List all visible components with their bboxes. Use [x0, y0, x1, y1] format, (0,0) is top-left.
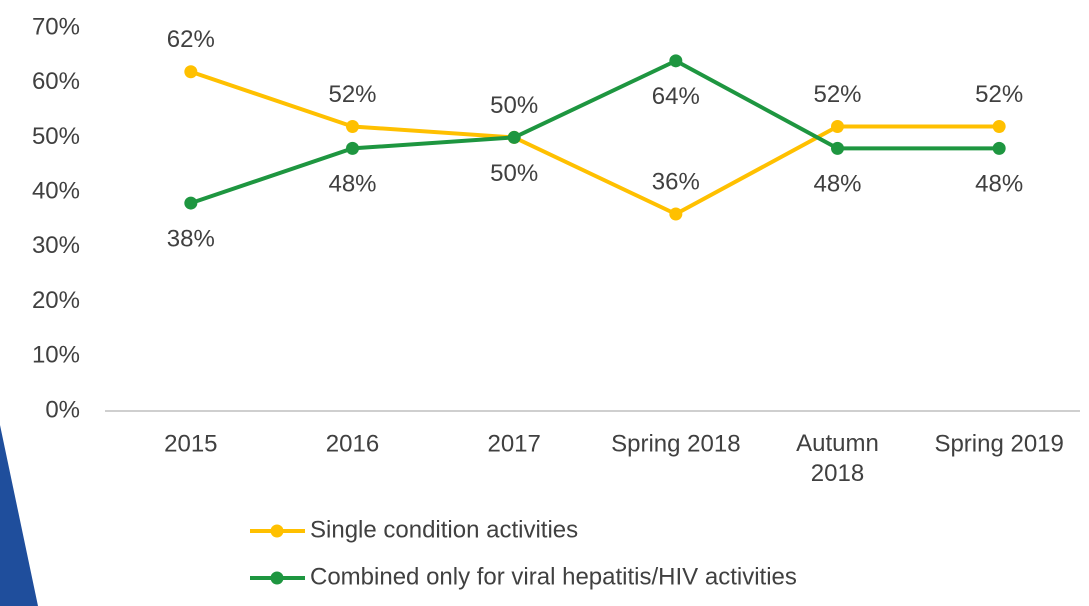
- data-label: 62%: [167, 26, 215, 53]
- x-tick-label: Autumn 2018: [796, 430, 879, 487]
- y-tick-label: 0%: [45, 396, 80, 423]
- data-label: 50%: [490, 160, 538, 187]
- data-label: 38%: [167, 225, 215, 252]
- point: [507, 130, 521, 144]
- data-label: 48%: [328, 171, 376, 198]
- y-tick-label: 40%: [32, 177, 80, 204]
- x-tick-label: Spring 2018: [611, 430, 740, 457]
- legend-label: Single condition activities: [310, 516, 578, 543]
- data-label: 50%: [490, 92, 538, 119]
- point: [669, 54, 683, 68]
- x-tick-label: 2015: [164, 430, 217, 457]
- point: [831, 141, 844, 155]
- data-label: 52%: [975, 81, 1023, 108]
- point: [992, 141, 1006, 155]
- point: [184, 65, 198, 79]
- y-tick-label: 10%: [32, 342, 80, 369]
- point: [669, 207, 683, 221]
- point: [831, 119, 844, 133]
- legend-marker: [270, 571, 284, 585]
- y-tick-label: 60%: [32, 68, 80, 95]
- y-tick-label: 70%: [32, 13, 80, 40]
- series-line: [190, 58, 1000, 205]
- point: [184, 196, 198, 210]
- y-tick-label: 50%: [32, 123, 80, 150]
- decoration: [0, 425, 38, 606]
- point: [992, 119, 1006, 133]
- x-tick-label: Spring 2019: [934, 430, 1063, 457]
- point: [346, 119, 359, 133]
- data-label: 48%: [975, 171, 1023, 198]
- x-tick-label: 2016: [326, 430, 379, 457]
- y-tick-label: 20%: [32, 287, 80, 314]
- series-line: [190, 69, 1000, 217]
- legend-label: Combined only for viral hepatitis/HIV ac…: [310, 563, 797, 590]
- x-tick-label: 2017: [487, 430, 540, 457]
- data-label: 52%: [813, 81, 861, 108]
- data-label: 48%: [813, 171, 861, 198]
- data-label: 36%: [652, 168, 700, 195]
- data-label: 52%: [328, 81, 376, 108]
- y-tick-label: 30%: [32, 232, 80, 259]
- point: [346, 141, 359, 155]
- legend-marker: [270, 524, 284, 538]
- data-label: 64%: [652, 83, 700, 110]
